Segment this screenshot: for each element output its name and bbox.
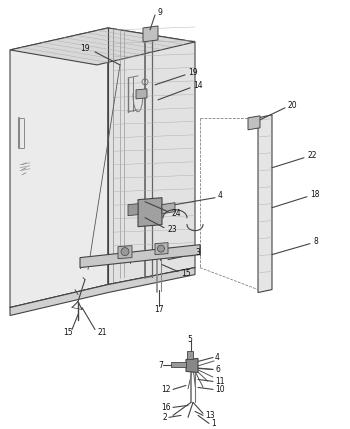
- Text: 4: 4: [215, 353, 220, 362]
- Text: 23: 23: [167, 225, 177, 234]
- Circle shape: [158, 245, 164, 252]
- Text: 24: 24: [171, 209, 181, 218]
- Text: 20: 20: [288, 101, 298, 110]
- Polygon shape: [136, 89, 147, 99]
- Polygon shape: [155, 243, 168, 255]
- Text: 9: 9: [158, 9, 163, 18]
- Text: 8: 8: [313, 237, 318, 246]
- Polygon shape: [187, 351, 193, 360]
- Text: 15: 15: [63, 328, 73, 337]
- Text: 13: 13: [205, 411, 215, 420]
- Polygon shape: [162, 202, 175, 214]
- Polygon shape: [258, 115, 272, 293]
- Text: 19: 19: [80, 45, 90, 54]
- Polygon shape: [10, 28, 195, 65]
- Polygon shape: [128, 204, 138, 216]
- Text: 5: 5: [188, 335, 193, 344]
- Text: 14: 14: [193, 82, 203, 91]
- Text: 1: 1: [211, 419, 216, 428]
- Text: 17: 17: [154, 305, 164, 314]
- Text: 7: 7: [159, 361, 163, 370]
- Polygon shape: [10, 268, 195, 315]
- Polygon shape: [10, 28, 108, 308]
- Text: 12: 12: [161, 385, 171, 394]
- Text: 22: 22: [307, 151, 316, 160]
- Text: 18: 18: [310, 190, 320, 199]
- Polygon shape: [186, 359, 198, 372]
- Text: 2: 2: [162, 413, 167, 422]
- Text: 19: 19: [188, 68, 198, 77]
- Text: 11: 11: [215, 377, 224, 386]
- Polygon shape: [108, 28, 195, 284]
- Polygon shape: [143, 26, 158, 42]
- Text: 6: 6: [215, 365, 220, 374]
- Text: 15: 15: [181, 269, 191, 278]
- Text: 4: 4: [218, 191, 223, 200]
- Polygon shape: [138, 198, 162, 227]
- Polygon shape: [80, 245, 200, 268]
- Text: 16: 16: [161, 403, 171, 412]
- Text: 3: 3: [195, 248, 200, 257]
- Polygon shape: [171, 363, 186, 368]
- Polygon shape: [118, 246, 132, 259]
- Circle shape: [121, 248, 129, 256]
- Polygon shape: [248, 116, 260, 130]
- Circle shape: [148, 205, 156, 214]
- Text: 21: 21: [98, 328, 107, 337]
- Text: 10: 10: [215, 385, 225, 394]
